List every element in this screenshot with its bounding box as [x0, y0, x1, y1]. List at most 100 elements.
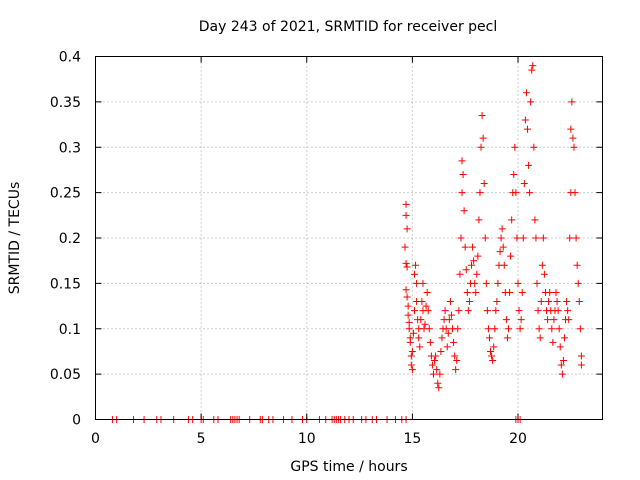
data-point — [443, 343, 451, 351]
y-axis-title: SRMTID / TECUs — [7, 182, 23, 295]
data-point — [560, 334, 568, 342]
data-point — [487, 347, 495, 355]
data-point — [531, 216, 539, 224]
data-point — [481, 234, 489, 242]
data-point — [446, 298, 454, 306]
data-point — [567, 125, 575, 133]
data-point — [553, 298, 561, 306]
data-point — [438, 334, 446, 342]
data-point — [532, 234, 540, 242]
data-point — [574, 279, 582, 287]
data-point — [410, 270, 418, 278]
data-point — [545, 298, 553, 306]
x-tick-label: 15 — [403, 431, 421, 447]
data-point — [565, 316, 573, 324]
data-point — [569, 134, 577, 142]
data-point — [493, 298, 501, 306]
data-point — [437, 347, 445, 355]
data-point — [472, 288, 480, 296]
data-point — [516, 325, 524, 333]
data-point — [441, 307, 449, 315]
data-point — [462, 266, 470, 274]
data-point — [442, 325, 450, 333]
data-point — [463, 288, 471, 296]
data-point — [402, 286, 410, 294]
data-point — [512, 189, 520, 197]
data-point — [577, 361, 585, 369]
data-point — [504, 325, 512, 333]
data-point — [450, 338, 458, 346]
data-point — [530, 143, 538, 151]
data-point — [444, 329, 452, 337]
axis-ticks — [95, 56, 603, 420]
data-point — [401, 243, 409, 251]
data-point — [480, 180, 488, 188]
data-point — [436, 370, 444, 378]
data-point — [539, 234, 547, 242]
x-tick-label: 0 — [91, 431, 100, 447]
data-point — [556, 343, 564, 351]
data-point — [403, 293, 411, 301]
data-point — [409, 329, 417, 337]
data-point — [519, 234, 527, 242]
data-point — [492, 307, 500, 315]
data-point — [445, 316, 453, 324]
data-point — [491, 325, 499, 333]
data-point — [455, 307, 463, 315]
data-point — [404, 302, 412, 310]
chart-title: Day 243 of 2021, SRMTID for receiver pec… — [199, 19, 498, 35]
data-point — [573, 261, 581, 269]
data-point — [403, 225, 411, 233]
data-point — [469, 243, 477, 251]
data-point — [408, 347, 416, 355]
data-point — [498, 225, 506, 233]
data-point — [403, 263, 411, 271]
y-tick-label: 0.05 — [50, 367, 81, 383]
data-point — [511, 143, 519, 151]
data-point — [507, 252, 515, 260]
data-point — [405, 318, 413, 326]
data-point — [548, 325, 556, 333]
data-point — [471, 279, 479, 287]
data-point — [503, 334, 511, 342]
data-point — [489, 357, 497, 365]
y-tick-label: 0.4 — [59, 50, 81, 66]
data-point — [458, 157, 466, 165]
data-point — [558, 370, 566, 378]
data-point — [506, 288, 514, 296]
data-point — [550, 316, 558, 324]
data-point — [454, 325, 462, 333]
data-point — [422, 302, 430, 310]
data-point — [459, 170, 467, 178]
grid-lines — [95, 56, 603, 420]
data-point — [483, 307, 491, 315]
data-point — [416, 343, 424, 351]
data-point — [526, 189, 534, 197]
data-point — [419, 279, 427, 287]
data-point — [451, 352, 459, 360]
data-point — [461, 243, 469, 251]
data-point — [458, 189, 466, 197]
data-point — [428, 361, 436, 369]
data-point — [549, 338, 557, 346]
data-point — [564, 307, 572, 315]
data-points — [108, 62, 585, 423]
data-point — [464, 307, 472, 315]
data-point — [502, 316, 510, 324]
data-point — [534, 307, 542, 315]
data-point — [465, 298, 473, 306]
data-point — [496, 248, 504, 256]
data-point — [477, 143, 485, 151]
data-point — [570, 143, 578, 151]
data-point — [426, 338, 434, 346]
data-point — [402, 259, 410, 267]
data-point — [407, 352, 415, 360]
data-point — [447, 311, 455, 319]
data-point — [482, 279, 490, 287]
data-point — [521, 116, 529, 124]
data-point — [490, 343, 498, 351]
data-point — [566, 234, 574, 242]
data-point — [417, 316, 425, 324]
data-point — [544, 316, 552, 324]
